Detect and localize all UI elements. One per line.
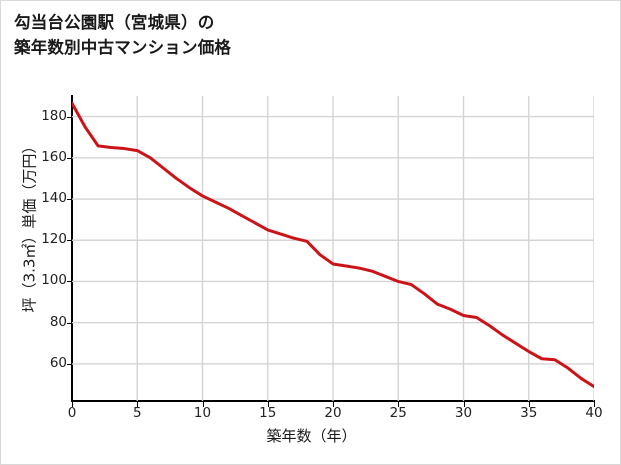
x-tick-mark xyxy=(528,402,530,407)
y-axis-tick-labels: 60 80 100 120 140 160 180 xyxy=(23,1,67,464)
y-tick-label: 80 xyxy=(49,313,67,330)
x-tick-mark xyxy=(594,402,595,407)
y-tick-label: 180 xyxy=(41,107,67,124)
line-chart-svg xyxy=(72,96,594,401)
x-tick-label: 20 xyxy=(324,405,342,421)
y-tick-mark xyxy=(67,157,72,159)
y-tick-mark xyxy=(67,281,72,283)
x-tick-label: 5 xyxy=(132,405,142,421)
x-tick-mark xyxy=(202,402,204,407)
y-tick-label: 140 xyxy=(41,190,67,207)
x-axis-title: 築年数（年） xyxy=(266,427,357,445)
y-axis-title: 坪（3.3㎡）単価（万円） xyxy=(20,138,39,313)
x-tick-mark xyxy=(72,402,73,407)
x-tick-label: 10 xyxy=(193,405,212,421)
y-tick-label: 100 xyxy=(41,272,67,289)
x-tick-label: 25 xyxy=(389,405,407,421)
x-tick-mark xyxy=(333,402,334,407)
y-tick-mark xyxy=(67,116,72,118)
plot-area xyxy=(72,96,594,401)
series-line xyxy=(72,101,594,389)
x-tick-label: 40 xyxy=(585,405,603,421)
y-axis-spine xyxy=(71,95,73,402)
y-tick-mark xyxy=(67,240,72,242)
x-tick-mark xyxy=(398,402,400,407)
x-axis-tick-labels: 0 5 10 15 20 25 30 35 40 xyxy=(1,405,620,427)
y-tick-label: 120 xyxy=(41,231,67,248)
data-series-group xyxy=(72,101,594,389)
y-tick-mark xyxy=(67,199,72,201)
x-tick-mark xyxy=(463,402,465,407)
x-tick-label: 15 xyxy=(259,405,277,421)
x-tick-label: 30 xyxy=(454,405,473,421)
gridlines xyxy=(72,96,594,401)
x-tick-mark xyxy=(137,402,139,407)
y-tick-label: 60 xyxy=(49,354,67,371)
x-tick-mark xyxy=(267,402,269,407)
x-tick-label: 0 xyxy=(67,405,77,421)
x-axis-spine xyxy=(71,400,595,402)
page-title: 勾当台公園駅（宮城県）の 築年数別中古マンション価格 xyxy=(14,13,232,57)
x-tick-label: 35 xyxy=(520,405,538,421)
y-tick-mark xyxy=(67,322,72,324)
y-tick-label: 160 xyxy=(41,148,67,165)
y-tick-mark xyxy=(67,363,72,365)
